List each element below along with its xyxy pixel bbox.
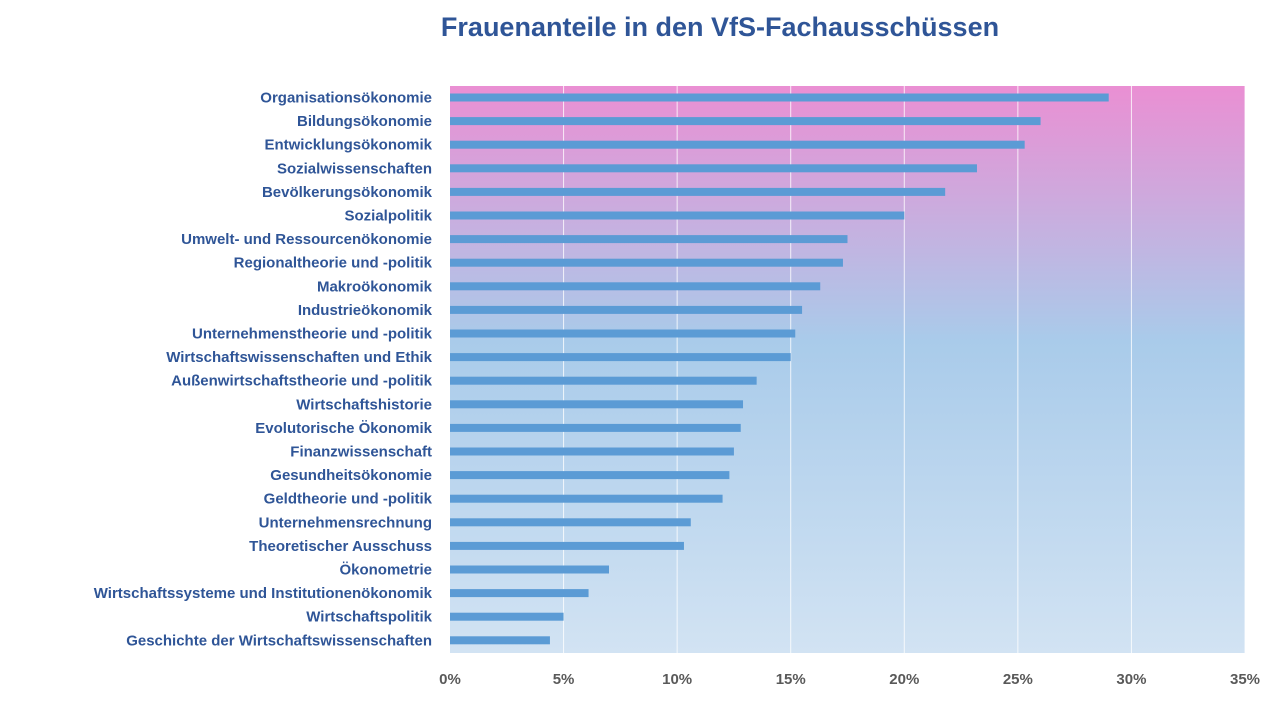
- bar: [450, 117, 1041, 126]
- category-label: Bildungsökonomie: [297, 113, 432, 130]
- x-tick-label: 20%: [889, 671, 919, 688]
- category-label: Regionaltheorie und -politik: [234, 255, 433, 272]
- x-tick-label: 0%: [439, 671, 461, 688]
- bar: [450, 140, 1025, 149]
- category-label: Sozialpolitik: [344, 208, 432, 225]
- bar: [450, 353, 791, 362]
- bar: [450, 471, 730, 480]
- bar: [450, 423, 741, 432]
- category-label: Entwicklungsökonomik: [264, 137, 432, 154]
- x-tick-label: 5%: [553, 671, 575, 688]
- bar: [450, 282, 821, 291]
- bar: [450, 612, 564, 621]
- category-label: Unternehmensrechnung: [259, 514, 432, 531]
- gridlines: [563, 86, 1246, 653]
- bar: [450, 589, 589, 598]
- bar: [450, 211, 905, 220]
- bar: [450, 565, 609, 574]
- bar: [450, 93, 1109, 102]
- bar: [450, 494, 723, 503]
- category-label: Industrieökonomik: [298, 302, 433, 319]
- bar: [450, 518, 691, 527]
- category-label: Organisationsökonomie: [260, 90, 432, 107]
- x-axis-ticks: 0% 5% 10% 15% 20% 25% 30% 35%: [439, 671, 1260, 688]
- category-labels: Organisationsökonomie Bildungsökonomie Ent…: [94, 90, 433, 650]
- category-label: Umwelt- und Ressourcenökonomie: [181, 231, 432, 248]
- category-label: Sozialwissenschaften: [277, 160, 432, 177]
- bar: [450, 164, 977, 173]
- bar: [450, 541, 684, 550]
- x-tick-label: 25%: [1003, 671, 1033, 688]
- category-label: Evolutorische Ökonomik: [255, 420, 432, 437]
- category-label: Finanzwissenschaft: [290, 444, 432, 461]
- bar: [450, 187, 946, 196]
- category-label: Wirtschaftshistorie: [296, 396, 432, 413]
- bar: [450, 329, 796, 338]
- category-label: Unternehmenstheorie und -politik: [192, 326, 433, 343]
- category-label: Ökonometrie: [339, 562, 432, 579]
- bar: [450, 400, 744, 409]
- category-label: Wirtschaftswissenschaften und Ethik: [166, 349, 432, 366]
- bar: [450, 447, 734, 456]
- plot-area: [450, 86, 1245, 653]
- bar: [450, 376, 757, 385]
- category-label: Wirtschaftssysteme und Institutionenökon…: [94, 585, 433, 602]
- bar: [450, 235, 848, 244]
- x-tick-label: 35%: [1230, 671, 1260, 688]
- bar: [450, 258, 843, 267]
- category-label: Makroökonomik: [317, 278, 433, 295]
- x-tick-label: 30%: [1116, 671, 1146, 688]
- category-label: Wirtschaftspolitik: [306, 609, 432, 626]
- category-label: Außenwirtschaftstheorie und -politik: [171, 373, 433, 390]
- bars: [450, 93, 1109, 645]
- chart-title: Frauenanteile in den VfS-Fachausschüssen: [440, 12, 1000, 42]
- category-label: Geschichte der Wirtschaftswissenschaften: [126, 632, 432, 649]
- x-tick-label: 15%: [776, 671, 806, 688]
- category-label: Bevölkerungsökonomik: [262, 184, 433, 201]
- category-label: Geldtheorie und -politik: [264, 491, 433, 508]
- category-label: Theoretischer Ausschuss: [249, 538, 432, 555]
- category-label: Gesundheitsökonomie: [270, 467, 432, 484]
- bar: [450, 636, 550, 645]
- bar: [450, 305, 803, 314]
- x-tick-label: 10%: [662, 671, 692, 688]
